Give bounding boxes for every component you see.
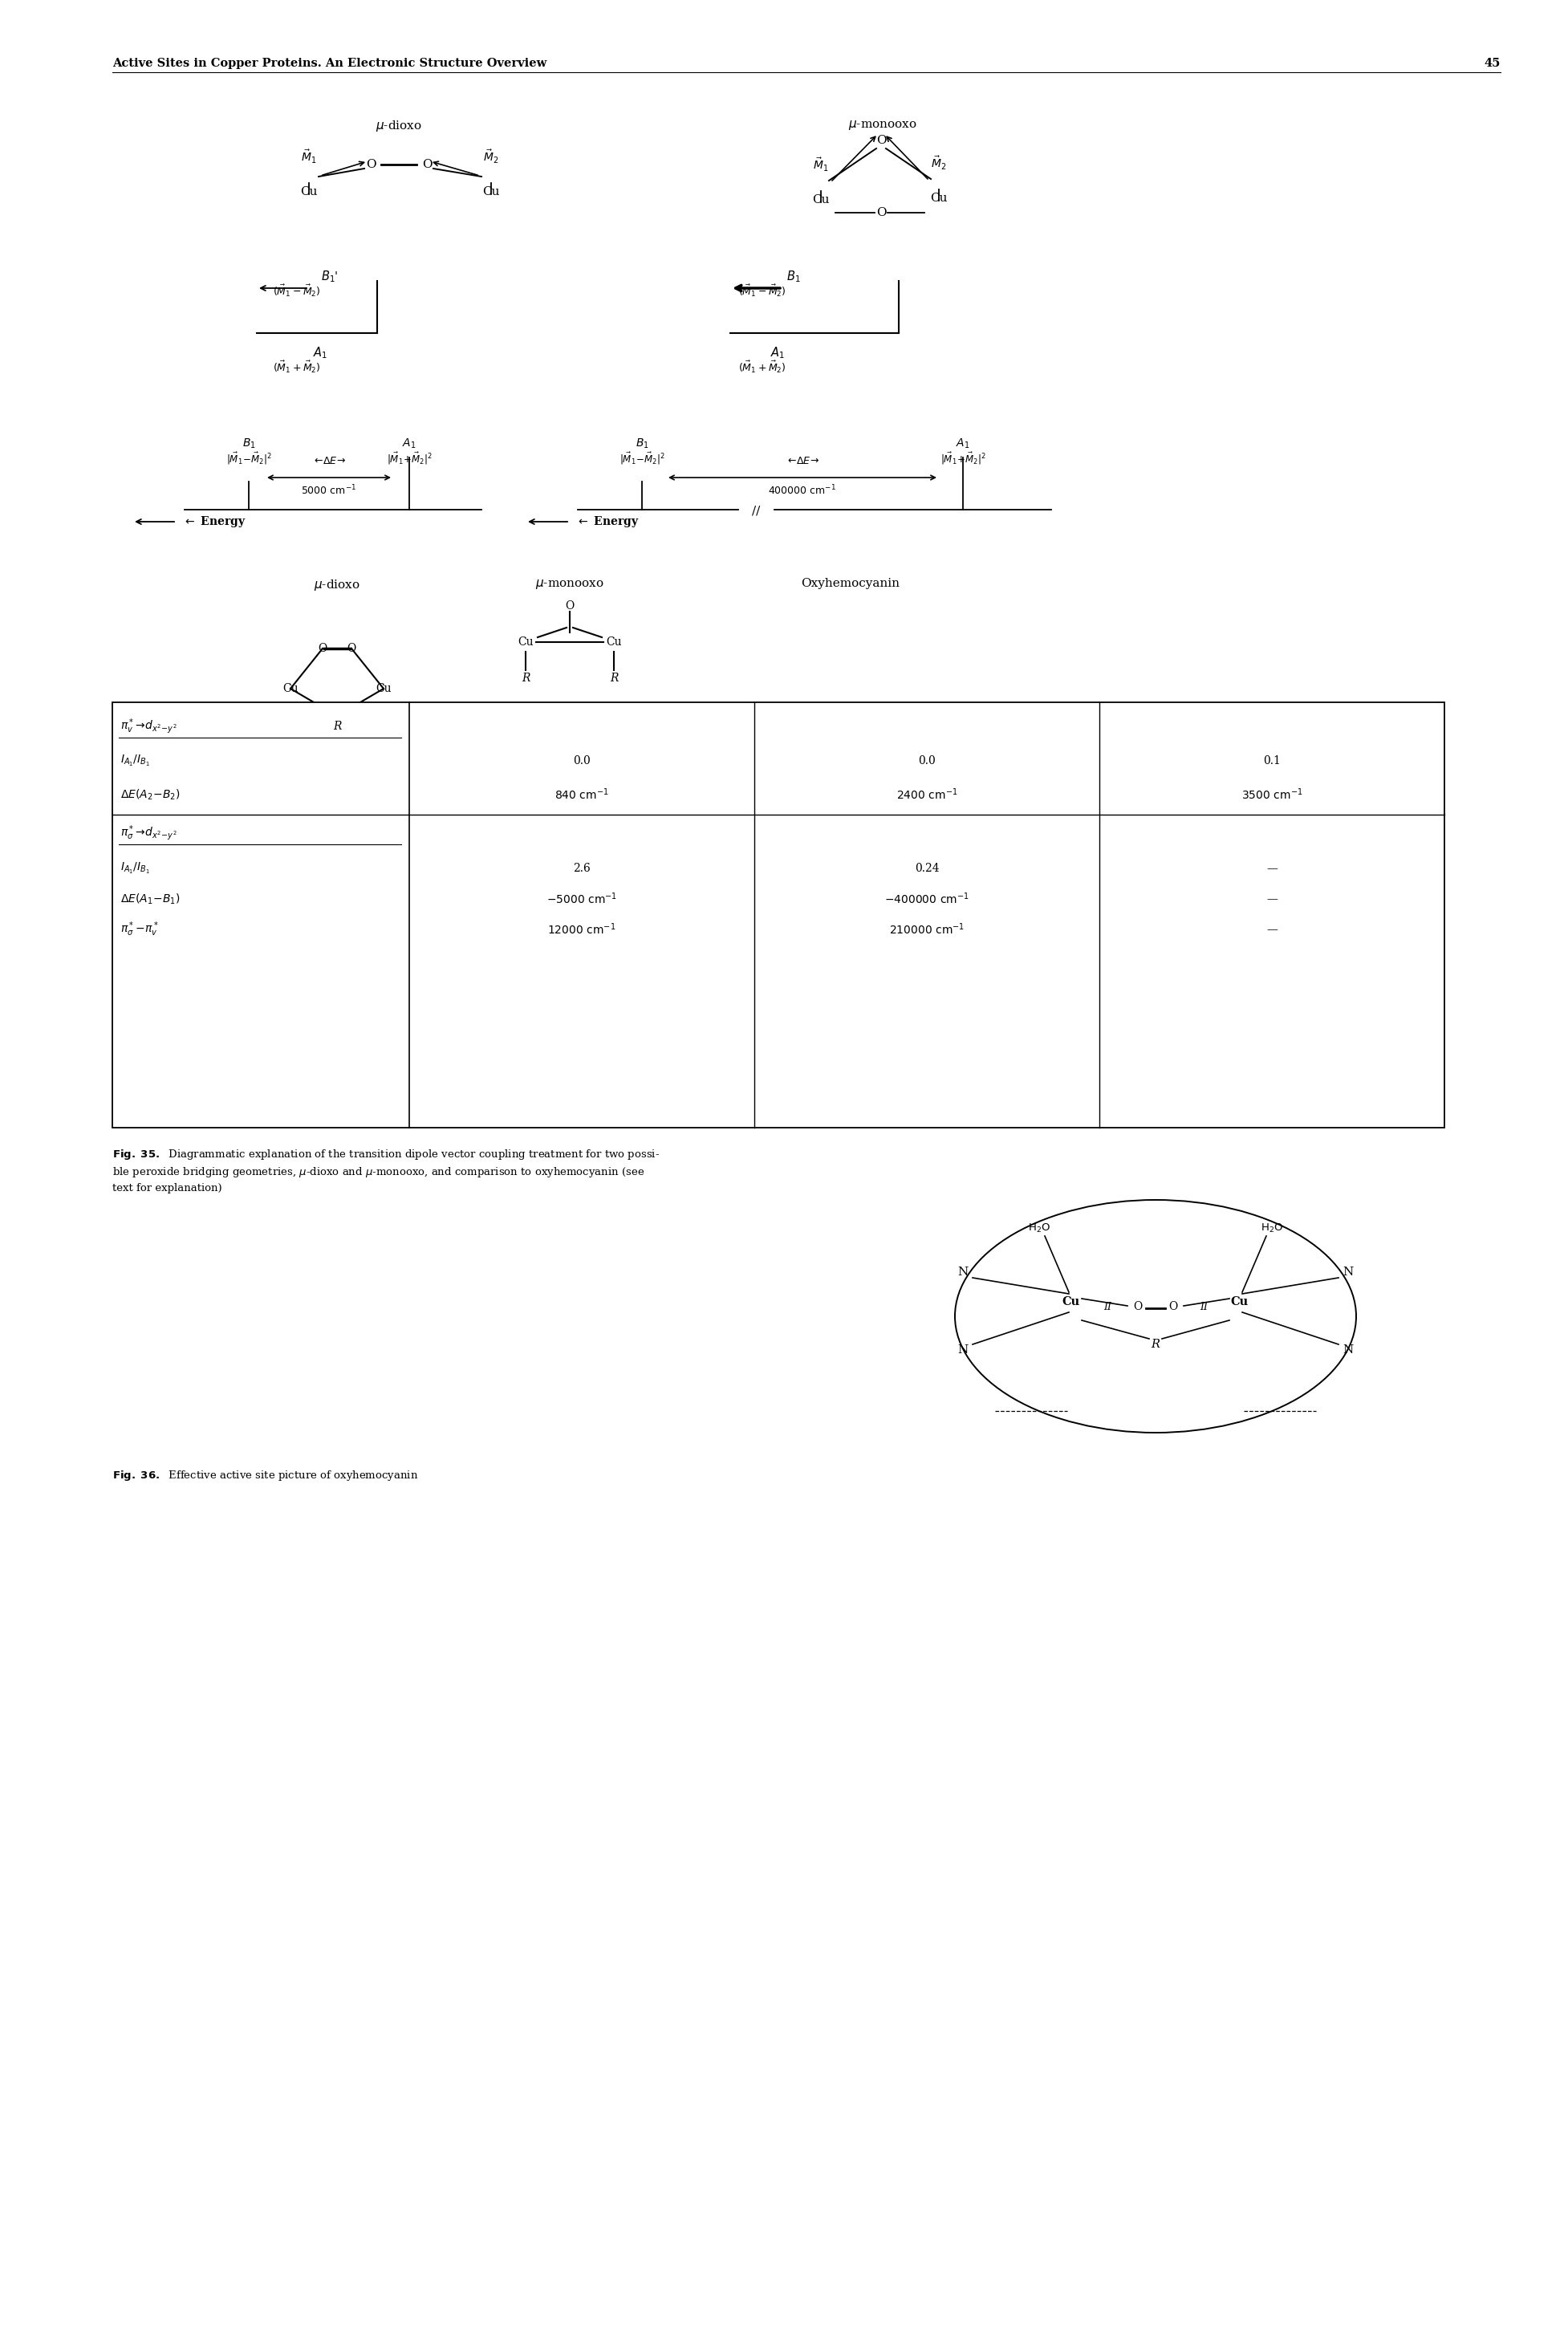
Text: $|\vec{M}_1\!+\!\vec{M}_2|^2$: $|\vec{M}_1\!+\!\vec{M}_2|^2$	[941, 451, 986, 465]
Text: $|\vec{M}_1\!-\!\vec{M}_2|^2$: $|\vec{M}_1\!-\!\vec{M}_2|^2$	[619, 451, 665, 465]
Text: $\pi_\sigma^*\!-\!\pi_v^*$: $\pi_\sigma^*\!-\!\pi_v^*$	[121, 921, 158, 938]
Text: $400000\ \rm{cm}^{-1}$: $400000\ \rm{cm}^{-1}$	[768, 484, 837, 498]
Text: 0.0: 0.0	[919, 755, 936, 767]
Text: Cu: Cu	[1231, 1295, 1248, 1307]
Text: $\vec{M}_2$: $\vec{M}_2$	[931, 154, 947, 171]
Text: $I_{A_1}/I_{B_1}$: $I_{A_1}/I_{B_1}$	[121, 860, 151, 877]
Text: Cu: Cu	[517, 636, 533, 648]
Text: O: O	[1134, 1300, 1143, 1312]
Text: $|\vec{M}_1\!-\!\vec{M}_2|^2$: $|\vec{M}_1\!-\!\vec{M}_2|^2$	[226, 451, 271, 465]
Text: $-5000\ \rm{cm}^{-1}$: $-5000\ \rm{cm}^{-1}$	[546, 891, 618, 907]
Text: $\rm H_2O$: $\rm H_2O$	[1261, 1223, 1283, 1234]
Text: $\Delta E(A_2\!-\!B_2)$: $\Delta E(A_2\!-\!B_2)$	[121, 788, 180, 802]
Text: 0.0: 0.0	[572, 755, 591, 767]
Text: text for explanation): text for explanation)	[113, 1183, 223, 1192]
Text: O: O	[877, 136, 886, 145]
Text: N: N	[1342, 1344, 1353, 1356]
Text: 45: 45	[1485, 58, 1501, 70]
Text: $12000\ \rm{cm}^{-1}$: $12000\ \rm{cm}^{-1}$	[547, 921, 616, 938]
Text: $A_1$: $A_1$	[956, 437, 971, 451]
Text: $\mu$-dioxo: $\mu$-dioxo	[376, 119, 422, 133]
Text: R: R	[610, 673, 618, 683]
Text: $(\vec{M}_1+\vec{M}_2)$: $(\vec{M}_1+\vec{M}_2)$	[273, 360, 321, 374]
Text: Cu: Cu	[282, 683, 298, 694]
Text: $2400\ \rm{cm}^{-1}$: $2400\ \rm{cm}^{-1}$	[897, 788, 958, 802]
Text: $\leftarrow$ Energy: $\leftarrow$ Energy	[575, 514, 640, 528]
Text: O: O	[318, 643, 328, 655]
Text: 0.24: 0.24	[914, 863, 939, 874]
Text: $\mathbf{Fig.\ 35.}$  Diagrammatic explanation of the transition dipole vector c: $\mathbf{Fig.\ 35.}$ Diagrammatic explan…	[113, 1148, 660, 1162]
Text: $B_1$': $B_1$'	[321, 269, 339, 283]
Text: //: //	[751, 505, 760, 517]
Text: $\mu$-dioxo: $\mu$-dioxo	[314, 577, 361, 592]
Text: $\mu$-monooxo: $\mu$-monooxo	[848, 119, 917, 131]
Text: $\mu$-monooxo: $\mu$-monooxo	[535, 577, 604, 592]
Text: $A_1$: $A_1$	[770, 346, 786, 360]
Text: $(\vec{M}_1-\vec{M}_2)$: $(\vec{M}_1-\vec{M}_2)$	[739, 283, 786, 299]
Text: $\mathbf{Fig.\ 36.}$  Effective active site picture of oxyhemocyanin: $\mathbf{Fig.\ 36.}$ Effective active si…	[113, 1468, 419, 1482]
Text: 2.6: 2.6	[572, 863, 591, 874]
Text: O: O	[347, 643, 356, 655]
Text: —: —	[1267, 924, 1278, 935]
Text: $\pi_v^*\!\rightarrow\! d_{x^2\!-\!y^2}$: $\pi_v^*\!\rightarrow\! d_{x^2\!-\!y^2}$	[121, 718, 177, 736]
Text: —: —	[1267, 863, 1278, 874]
Text: $3500\ \rm{cm}^{-1}$: $3500\ \rm{cm}^{-1}$	[1242, 788, 1303, 802]
Text: N: N	[958, 1267, 969, 1279]
Text: Active Sites in Copper Proteins. An Electronic Structure Overview: Active Sites in Copper Proteins. An Elec…	[113, 58, 547, 70]
Text: Cu: Cu	[930, 192, 947, 203]
Text: $\vec{M}_1$: $\vec{M}_1$	[301, 147, 317, 166]
Text: O: O	[564, 601, 574, 613]
Text: $210000\ \rm{cm}^{-1}$: $210000\ \rm{cm}^{-1}$	[889, 921, 964, 938]
Text: Oxyhemocyanin: Oxyhemocyanin	[801, 577, 900, 589]
Text: $B_1$: $B_1$	[787, 269, 801, 283]
Text: $5000\ \rm{cm}^{-1}$: $5000\ \rm{cm}^{-1}$	[301, 484, 358, 498]
Text: O: O	[422, 159, 431, 171]
Text: $(\vec{M}_1+\vec{M}_2)$: $(\vec{M}_1+\vec{M}_2)$	[739, 360, 786, 374]
Text: $840\ \rm{cm}^{-1}$: $840\ \rm{cm}^{-1}$	[555, 788, 608, 802]
Text: N: N	[1342, 1267, 1353, 1279]
Text: Cu: Cu	[301, 187, 318, 196]
Text: $A_1$: $A_1$	[314, 346, 328, 360]
Text: $(\vec{M}_1-\vec{M}_2)$: $(\vec{M}_1-\vec{M}_2)$	[273, 283, 321, 299]
Text: Cu: Cu	[812, 194, 829, 206]
Text: $B_1$: $B_1$	[635, 437, 649, 451]
Text: II: II	[1200, 1302, 1207, 1312]
Text: Cu: Cu	[1063, 1295, 1080, 1307]
Text: R: R	[1151, 1340, 1160, 1349]
Text: Cu: Cu	[605, 636, 622, 648]
Text: Cu: Cu	[483, 187, 500, 196]
Text: $\leftarrow$ Energy: $\leftarrow$ Energy	[183, 514, 246, 528]
Text: II: II	[1104, 1302, 1112, 1312]
Text: ble peroxide bridging geometries, $\it{\mu}$-dioxo and $\it{\mu}$-monooxo, and c: ble peroxide bridging geometries, $\it{\…	[113, 1164, 644, 1178]
Ellipse shape	[955, 1199, 1356, 1433]
Text: $\leftarrow\!\Delta E\!\rightarrow$: $\leftarrow\!\Delta E\!\rightarrow$	[786, 456, 820, 465]
Text: R: R	[522, 673, 530, 683]
Text: $B_1$: $B_1$	[241, 437, 256, 451]
Text: $\Delta E(A_1\!-\!B_1)$: $\Delta E(A_1\!-\!B_1)$	[121, 891, 180, 905]
Text: $-400000\ \rm{cm}^{-1}$: $-400000\ \rm{cm}^{-1}$	[884, 891, 969, 907]
Text: $|\vec{M}_1\!+\!\vec{M}_2|^2$: $|\vec{M}_1\!+\!\vec{M}_2|^2$	[386, 451, 433, 465]
Text: $A_1$: $A_1$	[403, 437, 416, 451]
Text: O: O	[1168, 1300, 1178, 1312]
Text: Cu: Cu	[376, 683, 392, 694]
Text: $\rm H_2O$: $\rm H_2O$	[1029, 1223, 1051, 1234]
Text: R: R	[332, 720, 342, 732]
Text: —: —	[1267, 893, 1278, 905]
Text: $\leftarrow\!\Delta E\!\rightarrow$: $\leftarrow\!\Delta E\!\rightarrow$	[312, 456, 347, 465]
Text: 0.1: 0.1	[1264, 755, 1281, 767]
Text: O: O	[877, 208, 886, 217]
Text: $\vec{M}_1$: $\vec{M}_1$	[814, 157, 828, 173]
Text: O: O	[365, 159, 376, 171]
Bar	[113, 701, 1444, 1127]
Text: $\vec{M}_2$: $\vec{M}_2$	[483, 147, 499, 166]
Text: $I_{A_1}/I_{B_1}$: $I_{A_1}/I_{B_1}$	[121, 753, 151, 769]
Text: $\pi_\sigma^*\!\rightarrow\! d_{x^2\!-\!y^2}$: $\pi_\sigma^*\!\rightarrow\! d_{x^2\!-\!…	[121, 823, 177, 842]
Text: N: N	[958, 1344, 969, 1356]
